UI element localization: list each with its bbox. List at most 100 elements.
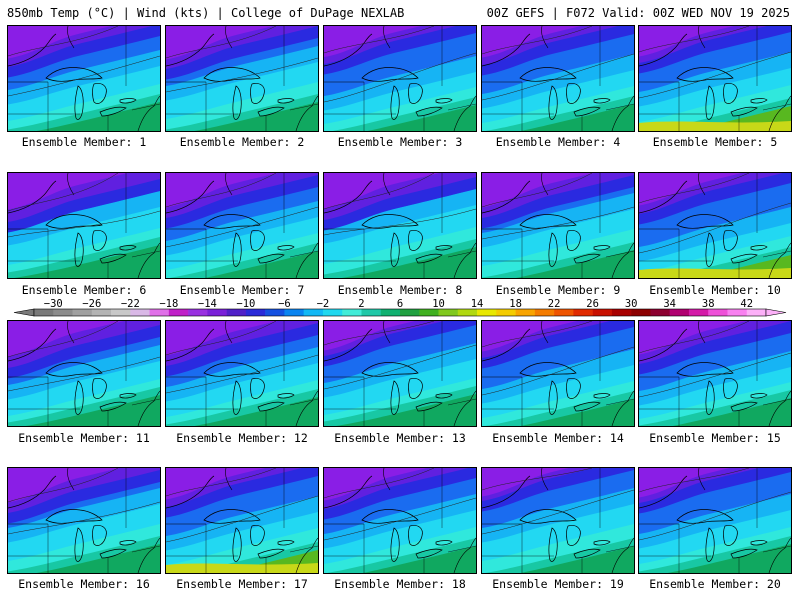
colorbar-swatch [149,309,170,316]
temperature-field [324,173,476,278]
ensemble-member-map [481,25,635,132]
ensemble-member-label: Ensemble Member: 9 [495,283,621,297]
temperature-field [324,26,476,131]
colorbar-tick-label: 6 [397,298,403,310]
temperature-field [482,26,634,131]
temperature-field [8,468,160,573]
temperature-field [482,173,634,278]
colorbar-swatch [53,309,73,316]
colorbar-swatch [207,309,227,316]
ensemble-member-label: Ensemble Member: 20 [649,577,781,591]
ensemble-member-map [481,172,635,279]
temperature-field [166,468,318,573]
colorbar-swatch [34,309,54,316]
temperature-field [324,468,476,573]
colorbar-swatch [554,309,574,316]
temperature-field [639,26,791,131]
colorbar-swatch [708,309,728,316]
ensemble-member-map [165,320,319,427]
ensemble-member-map [7,320,161,427]
ensemble-member-map [323,172,477,279]
ensemble-member-label: Ensemble Member: 2 [179,135,305,149]
temperature-field [482,321,634,426]
colorbar-swatch [573,309,593,316]
temperature-field [639,468,791,573]
ensemble-member-map [323,25,477,132]
ensemble-member-map [481,467,635,574]
ensemble-member-map [638,467,792,574]
ensemble-member-map [481,320,635,427]
colorbar-tick-label: 22 [548,298,561,310]
colorbar-tick-label: 42 [740,298,753,310]
model-run-label: 00Z GEFS | F072 Valid: 00Z WED NOV 19 20… [486,6,790,20]
temperature-field [324,321,476,426]
colorbar-max-arrow [765,308,787,317]
ensemble-member-label: Ensemble Member: 6 [21,283,147,297]
colorbar-tick-label: 14 [471,298,484,310]
ensemble-member-label: Ensemble Member: 18 [334,577,466,591]
colorbar-swatch [245,309,266,316]
colorbar-swatch [168,309,189,316]
colorbar-swatch [477,309,497,316]
colorbar-swatch [611,309,632,316]
temperature-field [8,321,160,426]
colorbar-swatch [342,309,362,316]
ensemble-member-label: Ensemble Member: 15 [649,431,781,445]
ensemble-member-map [638,25,792,132]
colorbar-tick-label: −26 [82,298,101,310]
colorbar-swatch [496,309,516,316]
colorbar-swatch [688,309,709,316]
ensemble-member-map [165,467,319,574]
colorbar-tick-label: −18 [159,298,178,310]
colorbar-tick-label: 34 [663,298,676,310]
colorbar-tick-label: 18 [509,298,522,310]
ensemble-member-map [638,320,792,427]
colorbar-tick-label: 10 [432,298,445,310]
ensemble-member-label: Ensemble Member: 4 [495,135,621,149]
colorbar-swatch [419,309,439,316]
ensemble-member-label: Ensemble Member: 14 [492,431,624,445]
temperature-field [8,26,160,131]
colorbar-swatch [400,309,420,316]
temperature-field [166,26,318,131]
ensemble-member-map [638,172,792,279]
ensemble-member-map [323,467,477,574]
ensemble-member-label: Ensemble Member: 13 [334,431,466,445]
ensemble-member-label: Ensemble Member: 8 [337,283,463,297]
map-title: 850mb Temp (°C) | Wind (kts) | College o… [7,6,405,20]
colorbar-swatch [91,309,112,316]
colorbar-tick-label: 26 [586,298,599,310]
colorbar-tick-label: 30 [625,298,638,310]
colorbar-tick-label: −6 [278,298,291,310]
colorbar-tick-label: −30 [44,298,63,310]
ensemble-member-map [7,25,161,132]
temperature-field [166,173,318,278]
colorbar-swatch [515,309,536,316]
temperature-field [8,173,160,278]
colorbar-swatch [226,309,247,316]
colorbar-swatch [72,309,93,316]
temperature-field [639,173,791,278]
ensemble-member-label: Ensemble Member: 10 [649,283,781,297]
colorbar-tick-label: −10 [236,298,255,310]
colorbar-swatch [111,309,131,316]
colorbar-tick-label: 38 [702,298,715,310]
colorbar-swatch [650,309,670,316]
colorbar-swatch [130,309,150,316]
colorbar-swatch [727,309,748,316]
temperature-colorbar: −30 −26 −22 −18 −14 −10 −6 −2 2 6 10 14 18 22 26 30 34 38… [13,298,787,317]
colorbar-tick-label: −14 [198,298,217,310]
colorbar-tick-label: 2 [358,298,364,310]
colorbar-swatch [438,309,459,316]
ensemble-member-label: Ensemble Member: 5 [652,135,778,149]
colorbar-swatch [322,309,343,316]
colorbar-swatch [592,309,613,316]
ensemble-member-label: Ensemble Member: 11 [18,431,150,445]
colorbar-swatch [534,309,555,316]
ensemble-member-label: Ensemble Member: 17 [176,577,308,591]
colorbar-swatch [188,309,208,316]
temperature-field [166,321,318,426]
colorbar-tick-label: −22 [121,298,140,310]
colorbar-swatch [631,309,651,316]
colorbar-swatch [265,309,285,316]
